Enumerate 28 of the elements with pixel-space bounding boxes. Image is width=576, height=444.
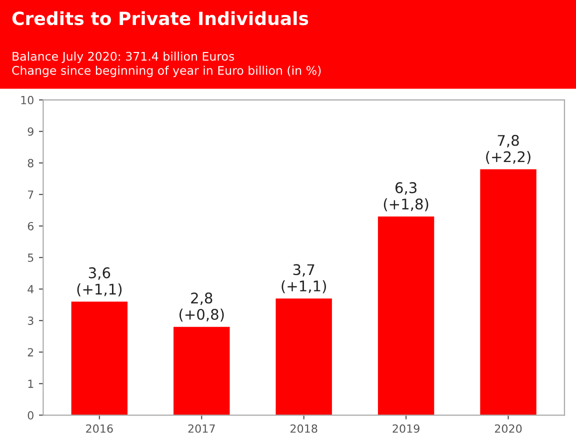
- x-tick-label: 2018: [290, 424, 318, 433]
- chart-title: Credits to Private Individuals: [12, 11, 308, 26]
- y-tick-label: 5: [28, 254, 34, 262]
- data-label: 3,7 (+1,1): [282, 264, 326, 294]
- y-tick-label: 2: [28, 348, 34, 356]
- data-label: 2,8 (+0,8): [179, 292, 224, 322]
- y-tick-label: 9: [28, 127, 34, 136]
- y-tick-label: 0: [28, 411, 34, 420]
- bar: [71, 302, 128, 416]
- bar: [378, 216, 434, 416]
- y-tick-label: 1: [28, 380, 34, 388]
- y-tick-label: 8: [28, 158, 34, 168]
- y-tick-label: 3: [28, 316, 34, 325]
- x-tick-label: 2019: [392, 424, 420, 433]
- y-tick-label: 4: [28, 285, 34, 294]
- bar: [480, 169, 536, 416]
- y-tick-label: 10: [21, 96, 34, 104]
- x-tick-label: 2020: [494, 424, 522, 433]
- y-tick-label: 7: [28, 190, 34, 199]
- chart-subtitle: Balance July 2020: 371.4 billion Euros Change since beginning of year in Euro billion (in %): [12, 52, 321, 78]
- data-label: 6,3 (+1,8): [384, 182, 428, 212]
- bar: [174, 326, 230, 416]
- data-label: 3,6 (+1,1): [77, 267, 122, 296]
- x-tick-label: 2016: [86, 424, 113, 433]
- data-label: 7,8 (+2,2): [486, 134, 530, 164]
- bar: [276, 298, 332, 416]
- x-tick-label: 2017: [188, 424, 215, 433]
- y-tick-label: 6: [28, 222, 34, 230]
